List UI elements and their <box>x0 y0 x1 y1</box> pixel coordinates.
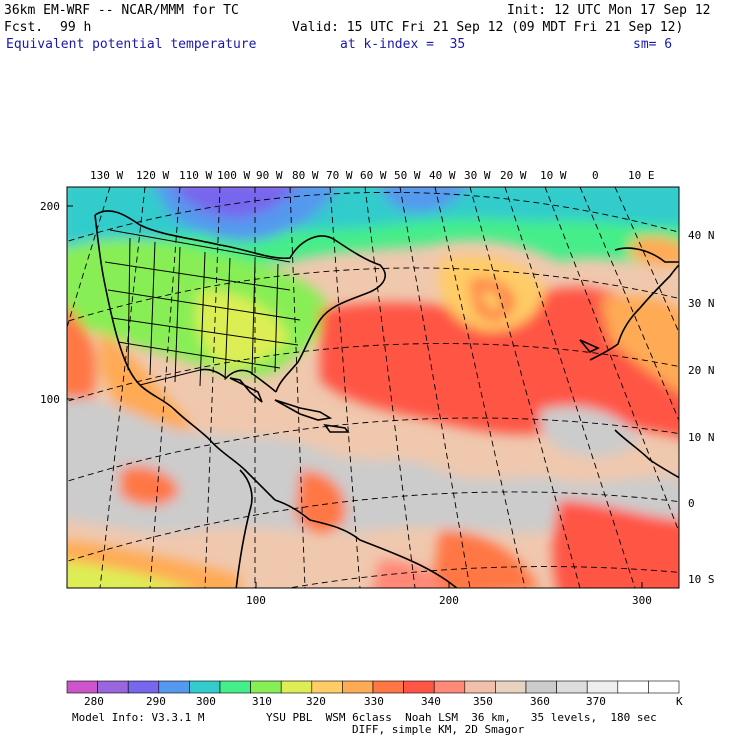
axis-ticks <box>67 205 643 588</box>
colorbar-label: 290 <box>146 695 166 708</box>
colorbar-swatch <box>372 680 404 694</box>
graticule <box>67 187 679 588</box>
colorbar-label: 340 <box>421 695 441 708</box>
smoothing: sm= 6 <box>633 37 673 52</box>
colorbar-label: 280 <box>84 695 104 708</box>
grid-x-label: 200 <box>439 594 459 607</box>
colorbar-swatch <box>311 680 343 694</box>
lon-label: 40 W <box>429 169 456 182</box>
lon-label: 100 W <box>217 169 250 182</box>
colorbar-label: 320 <box>306 695 326 708</box>
plot-frame <box>66 186 680 589</box>
colorbar-swatch <box>158 680 190 694</box>
lon-label: 10 E <box>628 169 655 182</box>
latitude-labels: 40 N 30 N 20 N 10 N 0 10 S <box>688 229 715 586</box>
init-time: Init: 12 UTC Mon 17 Sep 12 <box>507 3 711 18</box>
forecast-hour: 99 h <box>60 20 92 35</box>
colorbar-swatch <box>556 680 588 694</box>
colorbar-swatch <box>403 680 435 694</box>
lon-label: 130 W <box>90 169 123 182</box>
model-info: Model Info: V3.3.1 M <box>72 711 205 724</box>
lon-label: 10 W <box>540 169 567 182</box>
grid-y-label: 200 <box>40 200 60 213</box>
grid-x-label: 100 <box>246 594 266 607</box>
physics-info: YSU PBL WSM 6class Noah LSM 36 km, 35 le… <box>266 711 657 724</box>
lat-label: 30 N <box>688 297 715 310</box>
lon-label: 110 W <box>179 169 212 182</box>
lat-label: 20 N <box>688 364 715 377</box>
colorbar-swatch <box>127 680 160 694</box>
colorbar-swatch <box>342 680 374 694</box>
colorbar-unit: K <box>676 695 683 708</box>
longitude-labels: 130 W 120 W 110 W 100 W 90 W 80 W 70 W 6… <box>90 169 655 182</box>
colorbar-label: 330 <box>364 695 384 708</box>
theta-e-field <box>67 187 679 588</box>
colorbar-swatch <box>586 680 619 694</box>
lon-label: 0 <box>592 169 599 182</box>
lat-label: 10 N <box>688 431 715 444</box>
colorbar-label: 310 <box>252 695 272 708</box>
colorbar-swatch <box>495 680 527 694</box>
colorbar-swatch <box>219 680 251 694</box>
colorbar-swatch <box>66 680 98 694</box>
k-index: at k-index = 35 <box>340 37 466 52</box>
grid-x-label: 300 <box>632 594 652 607</box>
colorbar-swatch <box>648 680 680 694</box>
coastlines <box>94 210 679 588</box>
colorbar-swatch <box>97 680 129 694</box>
colorbar-label: 350 <box>473 695 493 708</box>
lat-label: 10 S <box>688 573 715 586</box>
grid-y-label: 100 <box>40 393 60 406</box>
colorbar-swatch <box>464 680 496 694</box>
forecast-label: Fcst. <box>4 20 44 35</box>
field-name: Equivalent potential temperature <box>6 37 257 52</box>
diffusion-info: DIFF, simple KM, 2D Smagor <box>352 723 525 736</box>
lon-label: 50 W <box>394 169 421 182</box>
model-title: 36km EM-WRF -- NCAR/MMM for TC <box>4 3 239 18</box>
colorbar-swatch <box>250 680 282 694</box>
lon-label: 80 W <box>292 169 319 182</box>
lon-label: 70 W <box>326 169 353 182</box>
lon-label: 120 W <box>136 169 169 182</box>
valid-time: Valid: 15 UTC Fri 21 Sep 12 (09 MDT Fri … <box>292 20 684 35</box>
colorbar-label: 360 <box>530 695 550 708</box>
lat-label: 40 N <box>688 229 715 242</box>
lon-label: 60 W <box>360 169 387 182</box>
lon-label: 30 W <box>464 169 491 182</box>
lat-label: 0 <box>688 497 695 510</box>
lon-label: 20 W <box>500 169 527 182</box>
colorbar-swatch <box>617 680 649 694</box>
colorbar-label: 370 <box>586 695 606 708</box>
colorbar-swatch <box>280 680 313 694</box>
colorbar-swatch <box>189 680 221 694</box>
colorbar <box>66 680 680 694</box>
lon-label: 90 W <box>256 169 283 182</box>
colorbar-label: 300 <box>196 695 216 708</box>
colorbar-labels: 280 290 300 310 320 330 340 350 360 370 … <box>84 695 683 708</box>
grid-index-labels: 200 100 100 200 300 <box>40 200 652 607</box>
colorbar-swatch <box>525 680 557 694</box>
colorbar-swatch <box>433 680 466 694</box>
